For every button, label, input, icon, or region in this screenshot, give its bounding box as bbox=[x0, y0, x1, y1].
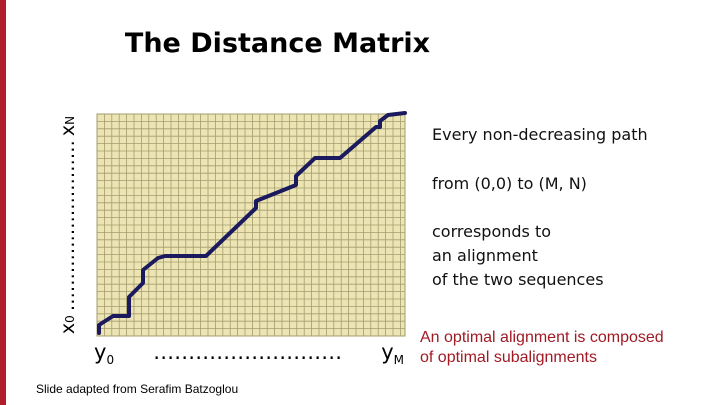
highlight-line: of optimal subalignments bbox=[420, 349, 597, 366]
slide-title: The Distance Matrix bbox=[124, 28, 431, 59]
note-line: of the two sequences bbox=[432, 270, 604, 289]
note-line: an alignment bbox=[432, 246, 538, 265]
y-axis-label: y0 ……………………… yM bbox=[94, 340, 404, 367]
note-path: Every non-decreasing path bbox=[432, 125, 648, 144]
note-range: from (0,0) to (M, N) bbox=[432, 174, 587, 193]
y-start-subscript: 0 bbox=[106, 353, 115, 368]
alignment-path bbox=[97, 111, 407, 335]
accent-bar bbox=[0, 0, 6, 405]
optimal-alignment-note: An optimal alignment is composed of opti… bbox=[420, 328, 664, 368]
highlight-line: An optimal alignment is composed bbox=[420, 329, 664, 346]
slide-credit: Slide adapted from Serafim Batzoglou bbox=[36, 382, 239, 396]
x-end-label: x bbox=[57, 124, 79, 137]
x-axis-dots: ……………………… bbox=[57, 140, 79, 312]
matrix-grid bbox=[96, 113, 405, 337]
y-end-label: y bbox=[381, 340, 394, 364]
y-axis-dots: ……………………… bbox=[153, 340, 343, 364]
x-end-subscript: N bbox=[63, 115, 77, 125]
y-end-subscript: M bbox=[393, 353, 404, 368]
x-start-subscript: 0 bbox=[63, 315, 77, 323]
note-correspondence: corresponds to an alignment of the two s… bbox=[432, 220, 604, 292]
x-start-label: x bbox=[57, 322, 79, 335]
note-line: corresponds to bbox=[432, 222, 552, 241]
y-start-label: y bbox=[94, 340, 107, 364]
